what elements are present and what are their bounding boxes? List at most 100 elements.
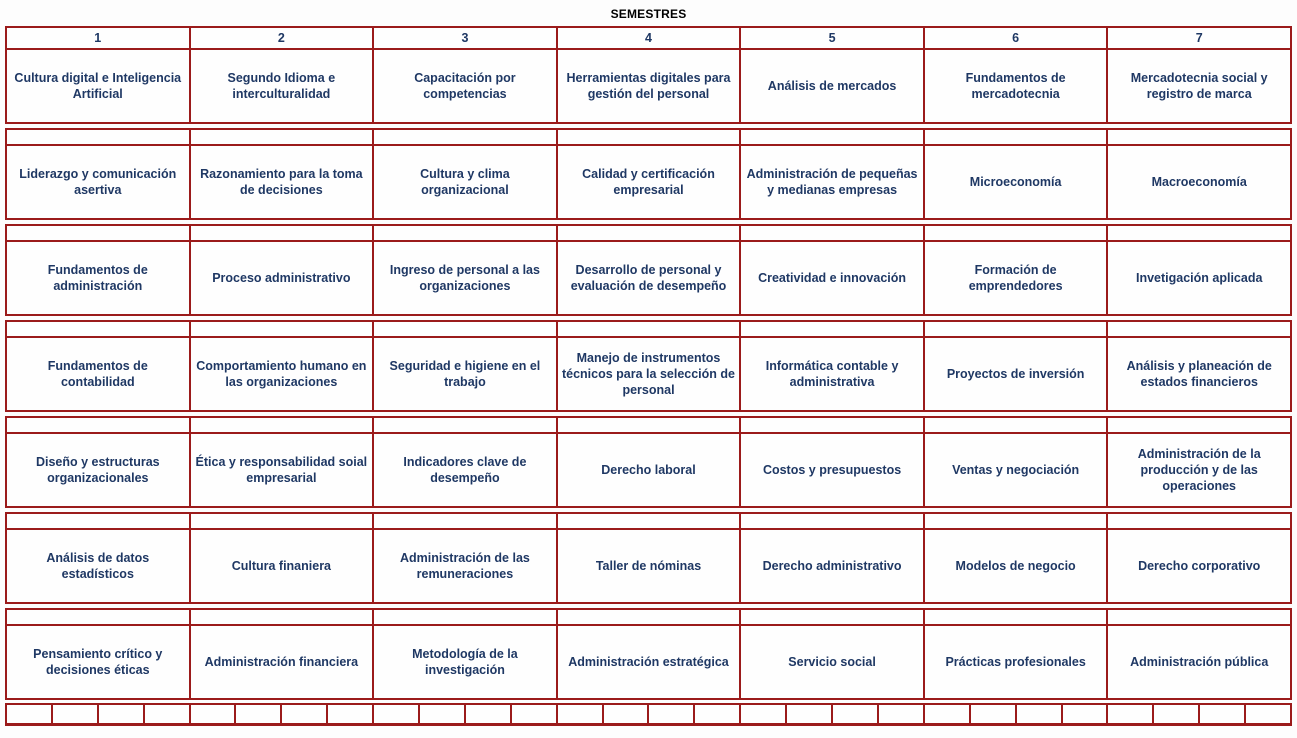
spacer-cell [924, 130, 1107, 144]
spacer-cell [190, 418, 373, 432]
bottom-credit-cells-row [5, 703, 1292, 726]
spacer-row [5, 608, 1292, 626]
course-row-7: Pensamiento crítico y decisiones éticas A… [5, 624, 1292, 700]
course-row-2: Liderazgo y comunicación asertiva Razonam… [5, 144, 1292, 220]
small-empty-cell [833, 705, 877, 723]
semester-number-4: 4 [557, 28, 740, 48]
spacer-cell [1108, 226, 1290, 240]
spacer-cell [1108, 130, 1290, 144]
course-cell: Servicio social [741, 626, 923, 698]
spacer-cell [924, 418, 1107, 432]
small-empty-cell [787, 705, 832, 723]
spacer-cell [374, 130, 556, 144]
small-empty-cell [144, 705, 189, 723]
course-cell: Desarrollo de personal y evaluación de d… [557, 242, 740, 314]
course-row-1: Cultura digital e Inteligencia Artificia… [5, 48, 1292, 124]
spacer-cell [190, 610, 373, 624]
spacer-cell [741, 130, 923, 144]
course-row-3: Fundamentos de administración Proceso adm… [5, 240, 1292, 316]
spacer-cell [741, 418, 923, 432]
small-empty-cell [649, 705, 694, 723]
spacer-cell [190, 322, 373, 336]
spacer-cell [1108, 610, 1290, 624]
course-cell: Manejo de instrumentos técnicos para la … [557, 338, 740, 410]
spacer-cell [7, 322, 189, 336]
spacer-cell [1108, 418, 1290, 432]
course-cell: Derecho laboral [557, 434, 740, 506]
course-cell: Ingreso de personal a las organizaciones [374, 242, 556, 314]
spacer-cell [374, 418, 556, 432]
course-cell: Microeconomía [924, 146, 1107, 218]
semester-number-3: 3 [374, 28, 556, 48]
course-cell: Ética y responsabilidad soial empresaria… [190, 434, 373, 506]
small-empty-cell [1108, 705, 1153, 723]
course-cell: Ventas y negociación [924, 434, 1107, 506]
spacer-cell [557, 610, 740, 624]
course-cell: Comportamiento humano en las organizacio… [190, 338, 373, 410]
small-empty-cell [465, 705, 510, 723]
course-cell: Herramientas digitales para gestión del … [557, 50, 740, 122]
semester-number-1: 1 [7, 28, 189, 48]
course-cell: Indicadores clave de desempeño [374, 434, 556, 506]
small-empty-cell [557, 705, 602, 723]
spacer-cell [741, 610, 923, 624]
spacer-row [5, 320, 1292, 338]
small-empty-cell [328, 705, 373, 723]
small-empty-cell [420, 705, 464, 723]
spacer-cell [1108, 514, 1290, 528]
course-cell: Calidad y certificación empresarial [557, 146, 740, 218]
spacer-cell [190, 226, 373, 240]
spacer-cell [924, 610, 1107, 624]
course-cell: Análisis y planeación de estados financi… [1108, 338, 1290, 410]
page-title: SEMESTRES [610, 7, 687, 21]
course-cell: Cultura digital e Inteligencia Artificia… [7, 50, 189, 122]
spacer-cell [374, 322, 556, 336]
small-empty-cell [1154, 705, 1199, 723]
spacer-cell [7, 610, 189, 624]
spacer-cell [1108, 322, 1290, 336]
course-cell: Diseño y estructuras organizacionales [7, 434, 189, 506]
course-cell: Metodología de la investigación [374, 626, 556, 698]
small-empty-cell [190, 705, 235, 723]
course-cell: Costos y presupuestos [741, 434, 923, 506]
course-cell: Administración estratégica [557, 626, 740, 698]
semester-number-5: 5 [741, 28, 923, 48]
spacer-cell [924, 226, 1107, 240]
course-row-4: Fundamentos de contabilidad Comportamient… [5, 336, 1292, 412]
small-empty-cell [52, 705, 97, 723]
course-cell: Derecho administrativo [741, 530, 923, 602]
spacer-row [5, 224, 1292, 242]
spacer-cell [7, 418, 189, 432]
spacer-cell [741, 322, 923, 336]
course-cell: Modelos de negocio [924, 530, 1107, 602]
course-cell: Prácticas profesionales [924, 626, 1107, 698]
course-cell: Seguridad e higiene en el trabajo [374, 338, 556, 410]
spacer-cell [924, 322, 1107, 336]
small-empty-cell [374, 705, 419, 723]
spacer-cell [374, 610, 556, 624]
small-empty-cell [98, 705, 143, 723]
course-cell: Pensamiento crítico y decisiones éticas [7, 626, 189, 698]
small-empty-cell [603, 705, 648, 723]
small-empty-cell [1016, 705, 1061, 723]
semester-number-7: 7 [1108, 28, 1290, 48]
small-empty-cell [878, 705, 923, 723]
small-empty-cell [236, 705, 281, 723]
spacer-cell [557, 322, 740, 336]
course-row-5: Diseño y estructuras organizacionales Éti… [5, 432, 1292, 508]
course-cell: Administración de las remuneraciones [374, 530, 556, 602]
course-cell: Administración de la producción y de las… [1108, 434, 1290, 506]
course-row-6: Análisis de datos estadísticos Cultura fi… [5, 528, 1292, 604]
course-cell: Taller de nóminas [557, 530, 740, 602]
spacer-cell [557, 130, 740, 144]
course-cell: Informática contable y administrativa [741, 338, 923, 410]
course-cell: Análisis de datos estadísticos [7, 530, 189, 602]
course-cell: Liderazgo y comunicación asertiva [7, 146, 189, 218]
semester-number-6: 6 [924, 28, 1107, 48]
small-empty-cell [1246, 705, 1290, 723]
course-cell: Derecho corporativo [1108, 530, 1290, 602]
course-cell: Formación de emprendedores [924, 242, 1107, 314]
spacer-cell [7, 130, 189, 144]
